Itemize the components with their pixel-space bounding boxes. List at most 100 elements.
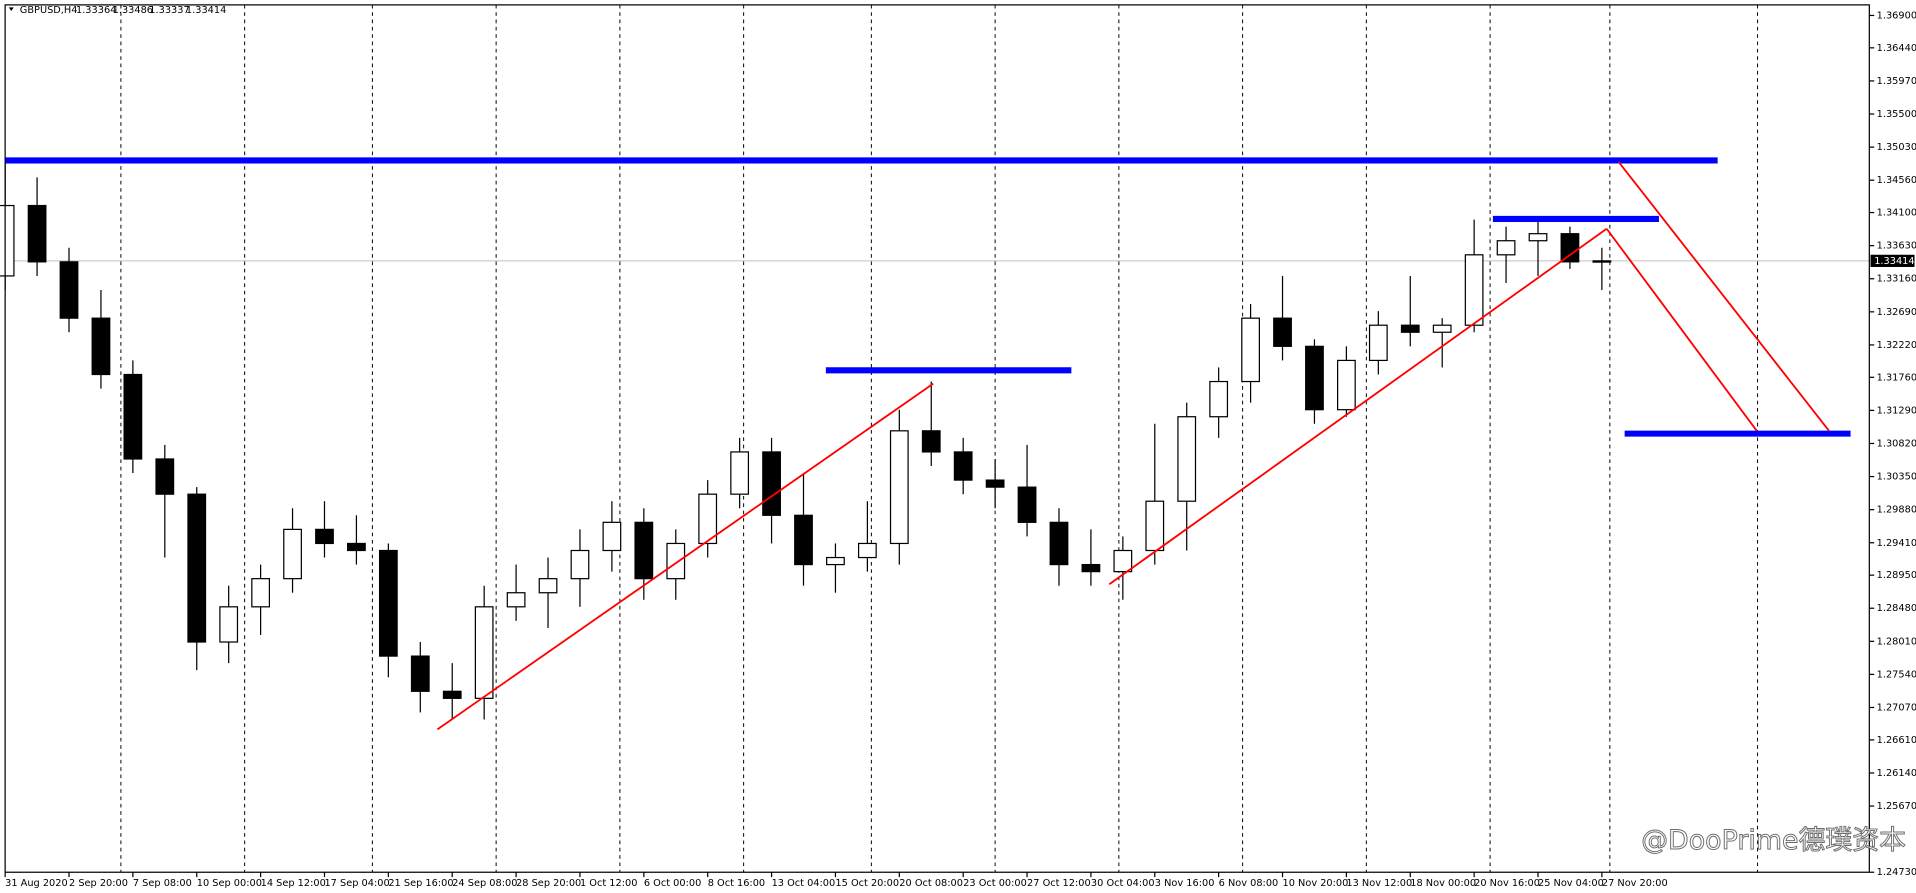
y-tick-label: 1.35970: [1877, 76, 1916, 87]
y-tick-label: 1.32690: [1877, 307, 1916, 318]
candle-body: [1560, 233, 1580, 263]
y-tick-label: 1.31760: [1877, 372, 1916, 383]
x-tick-label: 28 Sep 20:00: [516, 878, 581, 889]
x-tick-label: 31 Aug 2020: [5, 878, 68, 889]
x-tick-label: 14 Sep 12:00: [261, 878, 326, 889]
y-tick-label: 1.26140: [1877, 768, 1916, 779]
plot-frame: [4, 4, 1870, 873]
candle-body: [378, 549, 398, 657]
candle-body: [27, 204, 47, 263]
objects-layer: [5, 157, 1851, 731]
x-tick-label: 21 Sep 16:00: [388, 878, 453, 889]
x-tick-label: 17 Sep 04:00: [324, 878, 389, 889]
x-tick-label: 3 Nov 16:00: [1155, 878, 1215, 889]
candle-body: [219, 606, 239, 643]
candle-body: [1049, 521, 1069, 566]
candle-body: [1368, 324, 1388, 362]
y-tick-label: 1.29880: [1877, 505, 1916, 516]
current-price-label: 1.33414: [1874, 256, 1914, 267]
candle-body: [410, 655, 430, 692]
x-tick-label: 10 Sep 00:00: [197, 878, 262, 889]
candle-body: [91, 317, 111, 376]
candle-body: [666, 542, 686, 580]
candle-body: [794, 514, 813, 566]
x-tick-label: 13 Nov 12:00: [1346, 878, 1412, 889]
candle-body: [506, 592, 526, 608]
x-tick-label: 20 Oct 08:00: [899, 878, 963, 889]
current-price-box: [1870, 254, 1915, 267]
y-tick-label: 1.26610: [1877, 735, 1916, 746]
candle-body: [347, 542, 366, 552]
y-tick-label: 1.33160: [1877, 274, 1916, 285]
candle-body: [1528, 233, 1548, 242]
x-tick-label: 24 Sep 08:00: [452, 878, 517, 889]
candle-body: [123, 373, 143, 460]
y-tick-label: 1.33630: [1877, 241, 1916, 252]
marks-layer: [0, 163, 1612, 720]
x-tick-label: 25 Nov 04:00: [1538, 878, 1604, 889]
x-tick-label: 27 Nov 20:00: [1602, 878, 1668, 889]
y-tick-label: 1.29410: [1877, 538, 1916, 549]
candle-body: [1592, 260, 1612, 263]
candle-body: [826, 556, 845, 566]
y-tick-label: 1.27070: [1877, 702, 1916, 713]
x-tick-label: 13 Oct 04:00: [772, 878, 836, 889]
candle-body: [155, 458, 175, 495]
grid-layer: [5, 4, 1870, 873]
candle-body: [538, 578, 558, 594]
candle-body: [474, 606, 494, 699]
trend-line: [1617, 161, 1830, 432]
x-tick-label: 27 Oct 12:00: [1027, 878, 1091, 889]
candle-body: [730, 451, 750, 495]
candle-body: [1017, 486, 1037, 523]
candle-body: [1209, 380, 1229, 418]
candle-body: [283, 528, 302, 580]
candle-body: [315, 528, 334, 545]
candle-body: [1273, 317, 1292, 347]
candle-body: [1464, 254, 1484, 326]
candle-body: [1113, 549, 1133, 573]
y-tick-label: 1.30350: [1877, 472, 1916, 483]
candle-body: [698, 493, 718, 545]
watermark: @DooPrime德璞资本: [1641, 825, 1906, 856]
y-tick-label: 1.35030: [1877, 142, 1916, 153]
candle-body: [634, 521, 654, 580]
menu-arrow: [8, 7, 14, 11]
symbol-title: GBPUSD,H4: [20, 5, 78, 16]
y-tick-label: 1.34560: [1877, 175, 1916, 186]
x-tick-label: 20 Nov 16:00: [1474, 878, 1540, 889]
y-tick-label: 1.28950: [1877, 570, 1916, 581]
y-tick-label: 1.28480: [1877, 603, 1916, 614]
candle-body: [1496, 240, 1516, 256]
candle-body: [59, 261, 79, 319]
y-tick-label: 1.24730: [1877, 867, 1916, 878]
trend-line: [1108, 228, 1608, 586]
header-ohlc: 1.33414: [186, 5, 226, 16]
candle-body: [1305, 345, 1324, 411]
candle-body: [857, 542, 877, 559]
candle-body: [953, 451, 973, 481]
candle-body: [985, 479, 1005, 488]
x-tick-label: 6 Nov 08:00: [1219, 878, 1279, 889]
x-tick-label: 30 Oct 04:00: [1091, 878, 1155, 889]
y-tick-label: 1.28010: [1877, 636, 1916, 647]
candle-body: [921, 430, 941, 453]
y-tick-label: 1.36900: [1877, 10, 1916, 21]
y-tick-label: 1.30820: [1877, 438, 1916, 449]
y-tick-label: 1.35500: [1877, 109, 1916, 120]
candle-body: [1081, 563, 1101, 573]
candle-body: [442, 690, 462, 699]
x-tick-label: 15 Oct 20:00: [835, 878, 899, 889]
trend-line: [436, 382, 934, 731]
axes-layer: 1.36900 1.36440 1.35970 1.35500 1.35030 1.345…: [4, 10, 1916, 889]
candle-body: [251, 578, 271, 608]
candle-body: [1177, 416, 1197, 502]
x-tick-label: 7 Sep 08:00: [133, 878, 192, 889]
y-tick-label: 1.25670: [1877, 801, 1916, 812]
candle-body: [602, 521, 622, 552]
candle-body: [1145, 500, 1165, 552]
candle-body: [570, 549, 590, 580]
